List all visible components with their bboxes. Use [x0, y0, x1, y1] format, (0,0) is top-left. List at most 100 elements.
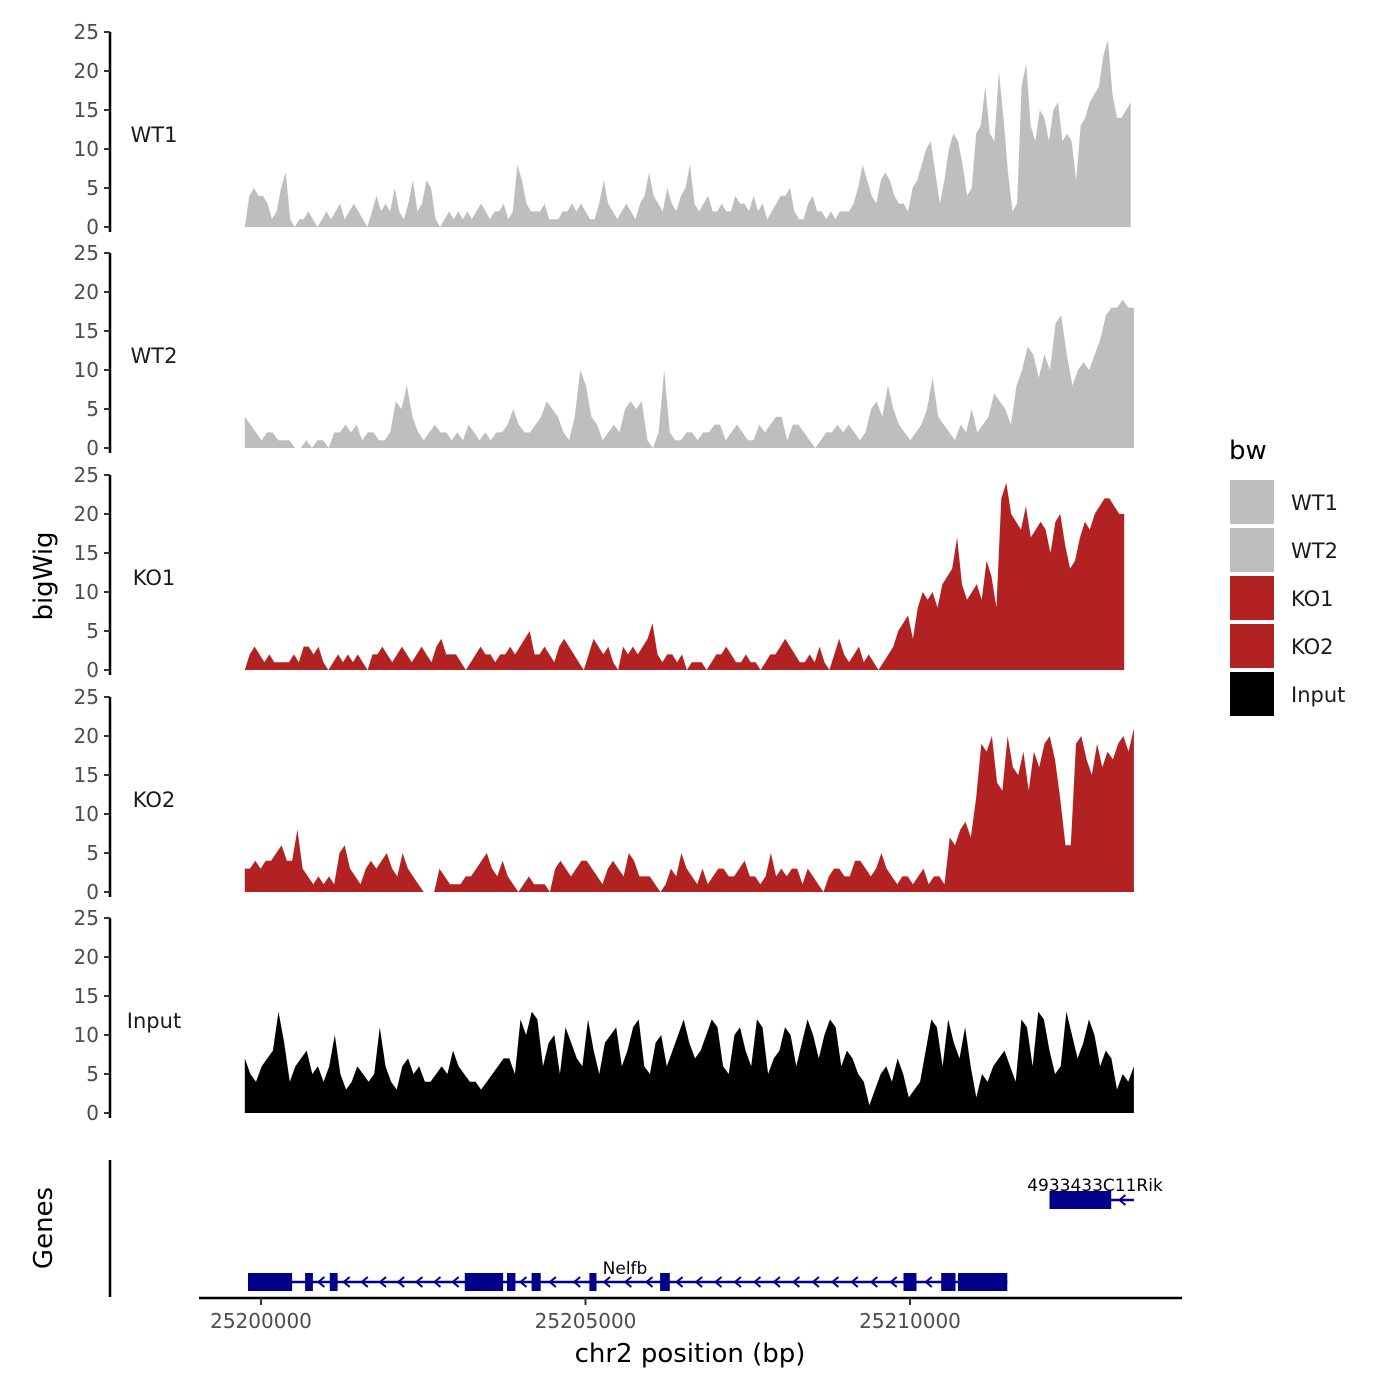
y-tick-label: 0	[86, 1101, 99, 1125]
track-ko2: 0 5 10 15 20 25 KO2	[74, 685, 1134, 904]
y-tick-label: 5	[86, 841, 99, 865]
x-axis-title: chr2 position (bp)	[575, 1339, 806, 1369]
strand-arrow	[752, 1276, 762, 1288]
gene-nelfb: Nelfb	[248, 1259, 1008, 1291]
area-ko1	[244, 482, 1125, 670]
x-tick-label: 25210000	[859, 1309, 961, 1333]
legend-swatch	[1230, 480, 1274, 524]
y-tick-label: 25	[74, 463, 99, 487]
y-tick-label: 10	[74, 137, 99, 161]
y-tick-label: 20	[74, 280, 99, 304]
y-tick-label: 25	[74, 906, 99, 930]
strand-arrow	[623, 1276, 632, 1288]
y-tick-label: 25	[74, 241, 99, 265]
gene-exon	[903, 1273, 917, 1291]
legend-item-ko1: KO1	[1230, 576, 1334, 620]
area-ko2	[244, 728, 1134, 892]
y-tick-label: 0	[86, 880, 99, 904]
track-wt1: 0 5 10 15 20 25 WT1	[74, 20, 1131, 239]
genes-axis-title: Genes	[29, 1187, 59, 1269]
y-tick-label: 0	[86, 436, 99, 460]
y-tick-label: 10	[74, 802, 99, 826]
strand-arrow	[548, 1276, 557, 1288]
gene-exon	[1049, 1191, 1112, 1209]
track-label: KO1	[133, 566, 176, 590]
gene-exon	[248, 1273, 293, 1291]
area-input	[244, 1011, 1134, 1113]
x-tick-label: 25205000	[535, 1309, 637, 1333]
y-tick-label: 15	[74, 984, 99, 1008]
legend-swatch	[1230, 672, 1274, 716]
strand-arrow	[889, 1276, 898, 1288]
y-tick-label: 15	[74, 319, 99, 343]
y-tick-label: 20	[74, 502, 99, 526]
area-wt1	[244, 39, 1131, 227]
legend-title: bw	[1229, 436, 1267, 466]
track-panels: 0510152025WT10510152025WT20510152025KO10…	[74, 20, 1134, 1125]
strand-arrow	[924, 1276, 933, 1288]
y-tick-label: 25	[74, 20, 99, 44]
legend: bw WT1 WT2 KO1 KO2 Input	[1229, 436, 1345, 716]
strand-arrow	[869, 1276, 878, 1288]
strand-arrow	[791, 1276, 801, 1288]
legend-label: WT1	[1291, 491, 1338, 515]
y-tick-label: 5	[86, 176, 99, 200]
strand-arrow	[694, 1276, 703, 1288]
legend-item-ko2: KO2	[1230, 624, 1334, 668]
y-tick-label: 0	[86, 658, 99, 682]
area-wt2	[244, 299, 1134, 448]
strand-arrow	[518, 1276, 528, 1288]
track-label: KO2	[133, 788, 176, 812]
y-tick-label: 20	[74, 59, 99, 83]
gene-label: Nelfb	[603, 1259, 648, 1279]
strand-arrow	[360, 1276, 369, 1288]
strand-arrow	[713, 1276, 723, 1288]
strand-arrow	[1117, 1194, 1127, 1206]
genes-panel: Nelfb 4933433C11Rik	[108, 1160, 1163, 1297]
y-tick-label: 15	[74, 541, 99, 565]
strand-arrow	[572, 1276, 581, 1288]
gene-exon	[329, 1273, 338, 1291]
legend-item-wt1: WT1	[1230, 480, 1338, 524]
strand-arrow	[342, 1276, 351, 1288]
y-tick-label: 25	[74, 685, 99, 709]
y-tick-label: 5	[86, 619, 99, 643]
y-tick-label: 10	[74, 1023, 99, 1047]
gene-exon	[589, 1273, 597, 1291]
y-tick-label: 0	[86, 215, 99, 239]
legend-item-input: Input	[1230, 672, 1345, 716]
y-tick-label: 5	[86, 397, 99, 421]
track-label: WT2	[131, 344, 178, 368]
track-label: Input	[127, 1009, 181, 1033]
legend-label: KO2	[1291, 635, 1334, 659]
legend-label: Input	[1291, 683, 1345, 707]
gene-exon	[464, 1273, 504, 1291]
y-tick-label: 20	[74, 724, 99, 748]
legend-label: WT2	[1291, 539, 1338, 563]
strand-arrow	[378, 1276, 387, 1288]
gene-exon	[660, 1273, 670, 1291]
strand-arrow	[772, 1276, 781, 1288]
gene-label: 4933433C11Rik	[1027, 1176, 1163, 1196]
y-tick-label: 15	[74, 98, 99, 122]
legend-label: KO1	[1291, 587, 1334, 611]
legend-swatch	[1230, 624, 1274, 668]
strand-arrow	[830, 1276, 840, 1288]
track-wt2: 0 5 10 15 20 25 WT2	[74, 241, 1134, 460]
track-input: 0 5 10 15 20 25 Input	[74, 906, 1134, 1125]
strand-arrow	[644, 1276, 654, 1288]
strand-arrow	[811, 1276, 820, 1288]
strand-arrow	[675, 1276, 684, 1288]
strand-arrow	[451, 1276, 460, 1288]
gene-exon	[958, 1273, 1008, 1291]
legend-swatch	[1230, 528, 1274, 572]
y-axis-title: bigWig	[29, 531, 59, 620]
y-tick-label: 15	[74, 763, 99, 787]
strand-arrow	[396, 1276, 405, 1288]
gene-exon	[305, 1273, 313, 1291]
track-ko1: 0 5 10 15 20 25 KO1	[74, 463, 1125, 682]
y-tick-label: 10	[74, 358, 99, 382]
y-tick-label: 20	[74, 945, 99, 969]
legend-item-wt2: WT2	[1230, 528, 1338, 572]
